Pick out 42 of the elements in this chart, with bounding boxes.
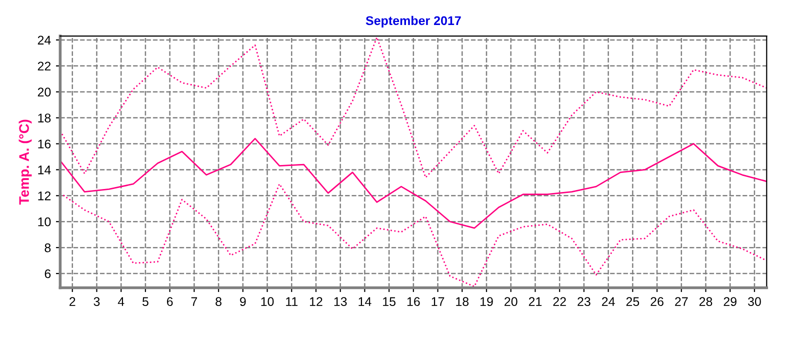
x-tick-label: 15 bbox=[383, 297, 396, 306]
x-tick-label: 19 bbox=[480, 297, 493, 306]
x-tick-label: 14 bbox=[358, 297, 372, 306]
x-tick-label: 30 bbox=[748, 297, 761, 306]
x-tick-label: 17 bbox=[432, 297, 444, 306]
chart-title: September 2017 bbox=[366, 16, 461, 28]
x-tick-label: 23 bbox=[578, 297, 590, 306]
y-tick-label: 8 bbox=[44, 243, 51, 252]
x-tick-label: 16 bbox=[407, 297, 420, 306]
y-tick-label: 6 bbox=[44, 269, 51, 278]
y-tick-label: 18 bbox=[38, 114, 51, 122]
x-tick-label: 20 bbox=[504, 297, 518, 306]
x-tick-label: 2 bbox=[70, 297, 76, 306]
y-tick-label: 20 bbox=[38, 88, 51, 97]
x-tick-label: 13 bbox=[334, 297, 347, 306]
y-tick-label: 24 bbox=[38, 36, 51, 44]
x-tick-label: 25 bbox=[626, 297, 640, 306]
x-tick-label: 26 bbox=[650, 297, 664, 306]
x-tick-label: 27 bbox=[675, 297, 688, 306]
x-tick-label: 29 bbox=[724, 297, 736, 306]
x-tick-label: 11 bbox=[286, 297, 298, 306]
x-tick-label: 18 bbox=[456, 297, 469, 306]
x-tick-label: 24 bbox=[602, 297, 615, 306]
x-tick-label: 22 bbox=[553, 297, 566, 306]
x-tick-label: 8 bbox=[216, 297, 222, 306]
y-tick-label: 14 bbox=[38, 166, 51, 174]
x-tick-label: 3 bbox=[94, 297, 100, 306]
y-axis-title: Temp. A. (°C) bbox=[18, 120, 32, 205]
x-tick-label: 4 bbox=[118, 297, 124, 306]
x-tick-label: 10 bbox=[261, 297, 274, 306]
x-tick-label: 12 bbox=[310, 297, 322, 306]
x-tick-label: 28 bbox=[699, 297, 712, 306]
y-tick-label: 12 bbox=[38, 191, 51, 200]
line-series bbox=[60, 138, 767, 229]
y-tick-label: 16 bbox=[38, 140, 51, 148]
x-tick-label: 9 bbox=[240, 297, 246, 306]
x-tick-label: 7 bbox=[191, 297, 198, 306]
x-tick-label: 6 bbox=[166, 297, 173, 306]
y-tick-label: 22 bbox=[38, 62, 51, 70]
x-tick-label: 5 bbox=[142, 297, 148, 306]
y-tick-label: 10 bbox=[38, 217, 51, 226]
x-tick-label: 21 bbox=[528, 297, 542, 306]
